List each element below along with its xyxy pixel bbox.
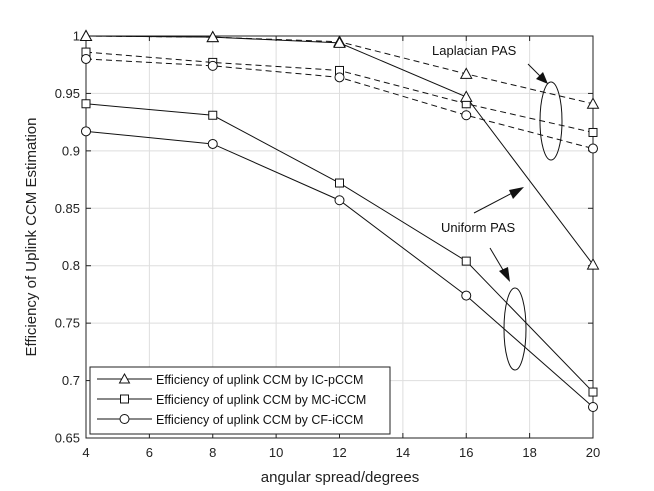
laplacian-arrowhead [536,72,548,84]
legend-label-ic-pccm: Efficiency of uplink CCM by IC-pCCM [156,373,363,387]
y-tick-label: 0.85 [55,201,80,216]
triangle-point [586,258,600,270]
triangle-point [459,90,473,102]
x-tick-label: 10 [269,445,283,460]
square-point [335,178,344,188]
legend-label-mc-iccm: Efficiency of uplink CCM by MC-iCCM [156,393,366,407]
x-tick-label: 14 [396,445,410,460]
triangle-point [586,97,600,109]
y-tick-label: 0.8 [62,258,80,273]
square-point [208,110,218,120]
x-tick-label: 20 [586,445,600,460]
square-point [588,387,598,397]
x-tick-label: 18 [522,445,536,460]
y-tick-label: 0.7 [62,373,80,388]
legend: Efficiency of uplink CCM by IC-pCCM Effi… [89,366,391,435]
square-marker-icon [120,394,129,404]
circle-point [207,60,218,71]
circle-point [461,290,472,301]
circle-point [81,126,91,137]
series-group [79,29,600,412]
circle-point [588,143,598,154]
y-tick-label: 0.65 [55,431,80,446]
x-tick-label: 16 [459,445,473,460]
circle-point [334,72,345,83]
x-tick-label: 12 [332,445,346,460]
y-tick-label: 0.75 [55,316,80,331]
axis-ticks: 4 6 8 10 12 14 16 18 20 0.65 0.7 0.75 0.8 0.85 0.9 0.95… [55,29,601,461]
uniform-arrowhead-up [509,187,524,199]
square-point [81,99,91,109]
triangle-point [333,36,346,48]
y-tick-label: 0.95 [55,86,80,101]
uniform-arrowhead-down [499,267,510,282]
x-axis-label: angular spread/degrees [261,469,419,486]
annotation-laplacian-pas: Laplacian PAS [432,43,517,58]
triangle-point [459,67,473,79]
circle-marker-icon [119,414,130,424]
triangle-point [206,30,220,43]
circle-point [588,401,598,412]
legend-box [89,366,391,435]
laplacian-ellipse [539,81,563,161]
x-tick-label: 4 [82,445,89,460]
square-point [588,127,598,137]
uniform-ellipse [503,287,527,371]
x-tick-label: 8 [209,445,216,460]
annotation-uniform-pas: Uniform PAS [441,220,515,235]
annotations: Laplacian PAS Uniform PAS [432,43,563,371]
y-axis-label: Efficiency of Uplink CCM Estimation [23,118,40,357]
triangle-point [79,29,93,41]
x-tick-label: 6 [146,445,153,460]
triangle-marker-icon [118,372,131,384]
circle-point [461,110,472,121]
circle-point [207,138,218,149]
y-tick-label: 0.9 [62,143,80,158]
uniform-arrow-up [473,189,519,214]
y-tick-label: 1 [73,29,80,44]
square-point [461,256,471,266]
legend-label-cf-iccm: Efficiency of uplink CCM by CF-iCCM [156,413,363,427]
circle-point [334,195,345,206]
circle-point [81,53,91,64]
